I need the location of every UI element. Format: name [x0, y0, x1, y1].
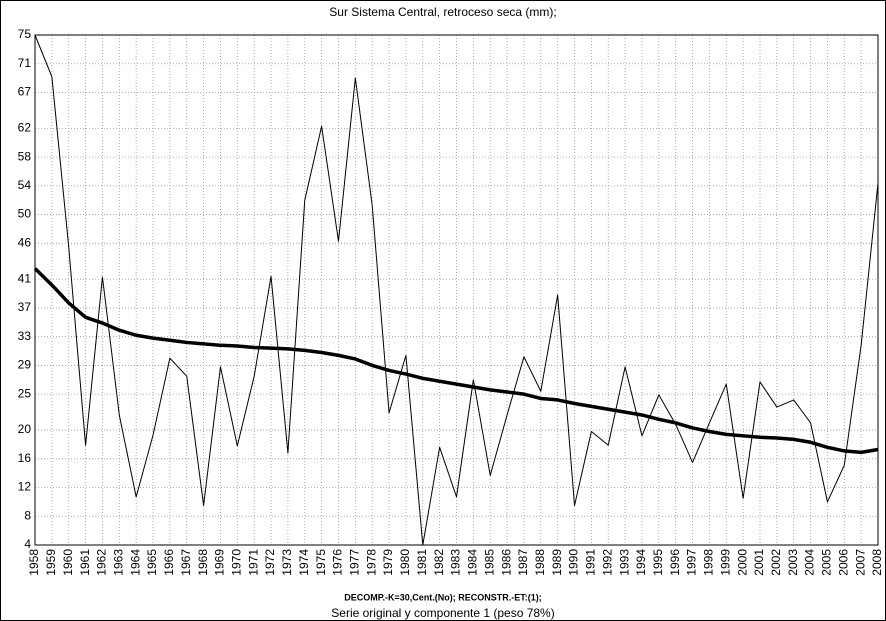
- x-tick-label: 1973: [280, 549, 294, 576]
- y-tick-label: 54: [18, 178, 32, 192]
- x-tick-label: 1990: [567, 549, 581, 576]
- x-tick-label: 1960: [61, 549, 75, 576]
- x-tick-label: 1982: [432, 549, 446, 576]
- x-tick-label: 1965: [145, 549, 159, 576]
- x-tick-label: 1994: [634, 549, 648, 576]
- x-tick-label: 1972: [263, 549, 277, 576]
- x-tick-label: 2007: [853, 549, 867, 576]
- y-tick-label: 4: [24, 537, 31, 551]
- x-tick-label: 1958: [27, 549, 41, 576]
- y-tick-label: 12: [18, 480, 32, 494]
- y-tick-label: 71: [18, 56, 32, 70]
- y-tick-label: 8: [24, 508, 31, 522]
- x-tick-label: 1976: [331, 549, 345, 576]
- x-tick-label: 1986: [499, 549, 513, 576]
- x-tick-label: 1993: [617, 549, 631, 576]
- x-tick-label: 2002: [769, 549, 783, 576]
- y-tick-label: 75: [18, 27, 32, 41]
- x-tick-label: 1959: [44, 549, 58, 576]
- x-tick-label: 1995: [651, 549, 665, 576]
- x-tick-label: 1967: [179, 549, 193, 576]
- series-line: [34, 34, 879, 546]
- y-tick-label: 25: [18, 386, 32, 400]
- x-tick-label: 1979: [381, 549, 395, 576]
- y-tick-label: 50: [18, 207, 32, 221]
- x-tick-label: 1983: [449, 549, 463, 576]
- x-tick-label: 1970: [229, 549, 243, 576]
- series-line: [33, 267, 879, 455]
- plot-frame: [34, 34, 879, 546]
- y-tick-label: 67: [18, 85, 32, 99]
- x-tick-label: 2008: [870, 549, 884, 576]
- x-tick-label: 1961: [78, 549, 92, 576]
- x-tick-label: 2001: [752, 549, 766, 576]
- x-tick-label: 2003: [786, 549, 800, 576]
- x-tick-label: 1978: [364, 549, 378, 576]
- chart-title: Sur Sistema Central, retroceso seca (mm)…: [329, 5, 556, 19]
- y-tick-label: 29: [18, 358, 32, 372]
- x-tick-label: 1981: [415, 549, 429, 576]
- y-tick-label: 16: [18, 451, 32, 465]
- x-tick-label: 1984: [466, 549, 480, 576]
- caption: Serie original y componente 1 (peso 78%): [331, 606, 554, 620]
- x-tick-label: 1997: [685, 549, 699, 576]
- x-tick-label: 1971: [246, 549, 260, 576]
- y-tick-label: 41: [18, 271, 32, 285]
- x-tick-label: 1991: [584, 549, 598, 576]
- x-tick-label: 1992: [600, 549, 614, 576]
- x-tick-label: 1963: [111, 549, 125, 576]
- x-tick-label: 1987: [516, 549, 530, 576]
- x-tick-label: 1977: [348, 549, 362, 576]
- x-tick-label: 2000: [735, 549, 749, 576]
- x-tick-label: 1964: [128, 549, 142, 576]
- y-tick-label: 46: [18, 235, 32, 249]
- y-tick-label: 33: [18, 329, 32, 343]
- x-tick-label: 1980: [398, 549, 412, 576]
- x-tick-label: 2005: [820, 549, 834, 576]
- y-tick-label: 37: [18, 300, 32, 314]
- x-tick-label: 1962: [95, 549, 109, 576]
- x-tick-label: 1968: [196, 549, 210, 576]
- x-tick-label: 1975: [314, 549, 328, 576]
- x-tick-label: 1985: [482, 549, 496, 576]
- x-tick-label: 1998: [702, 549, 716, 576]
- x-tick-label: 1969: [213, 549, 227, 576]
- y-tick-label: 58: [18, 149, 32, 163]
- x-tick-label: 1974: [297, 549, 311, 576]
- x-tick-label: 1966: [162, 549, 176, 576]
- x-tick-label: 1999: [718, 549, 732, 576]
- x-tick-label: 2004: [803, 549, 817, 576]
- x-tick-label: 1988: [533, 549, 547, 576]
- x-tick-label: 1989: [550, 549, 564, 576]
- y-tick-label: 62: [18, 121, 32, 135]
- y-tick-label: 20: [18, 422, 32, 436]
- footnote: DECOMP.-K=30,Cent.(No); RECONSTR.-ET:(1)…: [344, 592, 542, 602]
- x-tick-label: 2006: [836, 549, 850, 576]
- x-tick-label: 1996: [668, 549, 682, 576]
